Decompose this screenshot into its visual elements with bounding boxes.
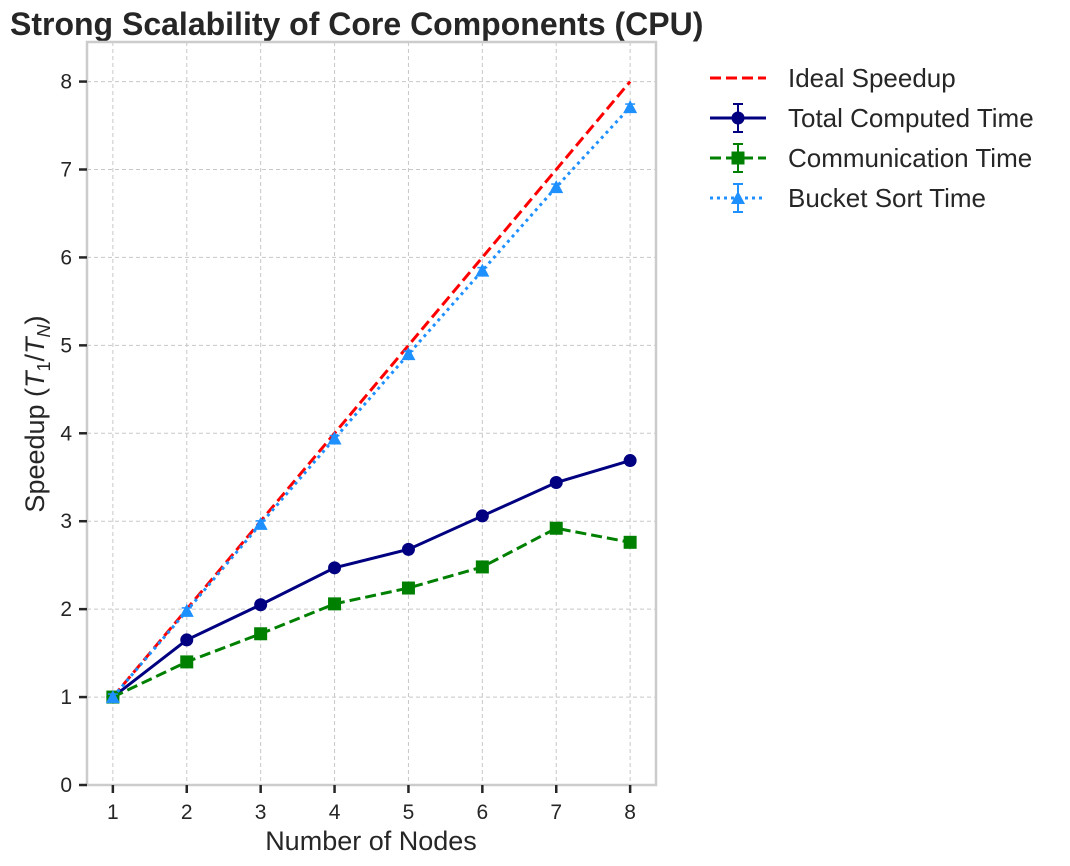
- y-tick-label: 4: [60, 422, 72, 445]
- y-tick-label: 1: [60, 686, 72, 709]
- x-tick-label: 5: [403, 801, 415, 824]
- chart-title: Strong Scalability of Core Components (C…: [10, 6, 703, 42]
- data-point: [105, 690, 120, 704]
- data-point: [328, 597, 342, 611]
- legend-marker: [731, 191, 745, 204]
- series-line: [111, 459, 631, 699]
- y-label-suffix: ): [20, 315, 50, 324]
- legend: Ideal Speedup Total Computed Time Communic…: [710, 63, 1034, 213]
- data-point: [475, 263, 490, 277]
- data-point: [254, 598, 268, 612]
- y-tick-label: 2: [60, 598, 72, 621]
- y-label-prefix: Speedup (: [20, 388, 50, 513]
- data-point: [623, 535, 637, 549]
- series-layer: [105, 80, 638, 704]
- x-tick-label: 3: [255, 801, 267, 824]
- axis-ticks: 1 2 3 4 5 6 7 8 0 1 2 3 4 5 6 7 8: [60, 71, 636, 824]
- y-tick-label: 3: [60, 510, 72, 533]
- legend-item: Total Computed Time: [710, 103, 1034, 133]
- y-tick-label: 0: [60, 774, 72, 797]
- legend-label: Bucket Sort Time: [788, 183, 986, 213]
- y-tick-label: 8: [60, 71, 72, 94]
- data-point: [475, 509, 489, 523]
- y-label-sub-n: N: [34, 323, 54, 337]
- data-point: [549, 180, 564, 194]
- legend-item: Bucket Sort Time: [710, 183, 986, 213]
- plot-frame: [85, 40, 658, 787]
- data-point: [549, 521, 563, 535]
- legend-item: Ideal Speedup: [710, 63, 956, 93]
- y-tick-label: 7: [60, 158, 72, 181]
- x-tick-label: 7: [550, 801, 562, 824]
- data-point: [475, 560, 489, 574]
- data-point: [328, 561, 342, 575]
- x-tick-label: 6: [477, 801, 489, 824]
- data-point: [327, 431, 342, 445]
- data-point: [180, 633, 194, 647]
- series-bucket-sort-time: [105, 100, 638, 704]
- y-label-t1: T: [20, 369, 50, 388]
- y-tick-label: 6: [60, 246, 72, 269]
- x-tick-label: 1: [107, 801, 119, 824]
- data-point: [623, 100, 638, 114]
- legend-label: Total Computed Time: [788, 103, 1034, 133]
- data-point: [179, 603, 194, 617]
- data-point: [401, 347, 416, 361]
- x-tick-label: 8: [624, 801, 636, 824]
- series-communication-time: [106, 521, 637, 704]
- y-label-tn: T: [20, 335, 50, 354]
- data-point: [401, 581, 415, 595]
- data-point: [401, 542, 415, 556]
- data-point: [549, 476, 563, 490]
- data-point: [253, 516, 268, 530]
- data-point: [254, 627, 268, 641]
- y-label-sub-1: 1: [34, 361, 54, 371]
- x-tick-label: 2: [181, 801, 193, 824]
- legend-label: Ideal Speedup: [788, 63, 956, 93]
- x-tick-label: 4: [329, 801, 341, 824]
- data-point: [623, 454, 637, 468]
- series-line: [112, 526, 631, 699]
- y-label-slash: /: [20, 353, 50, 361]
- y-axis-label: Speedup (T1/TN): [20, 315, 54, 512]
- y-tick-label: 5: [60, 334, 72, 357]
- data-point: [180, 655, 194, 669]
- legend-marker: [731, 111, 745, 125]
- legend-item: Communication Time: [710, 143, 1032, 173]
- x-axis-label: Number of Nodes: [265, 826, 477, 856]
- legend-marker: [731, 151, 745, 165]
- legend-label: Communication Time: [788, 143, 1032, 173]
